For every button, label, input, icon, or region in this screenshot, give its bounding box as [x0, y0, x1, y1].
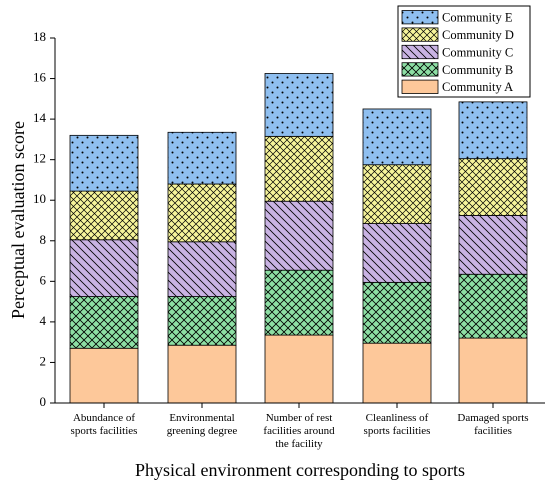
bar-segment	[167, 296, 237, 346]
legend: Community E Community D Community C Communi…	[397, 5, 531, 98]
legend-label: Community C	[442, 45, 513, 59]
legend-item: Community A	[401, 79, 513, 94]
bar-segment	[264, 200, 334, 271]
bar-segment	[69, 190, 139, 241]
x-tick-label: Abundance of sports facilities	[71, 412, 138, 437]
x-tick-label: Number of rest facilities around the facil…	[263, 412, 335, 450]
bar-segment	[362, 108, 432, 166]
y-tick-label: 4	[40, 313, 47, 328]
bar-segment	[167, 344, 237, 404]
legend-label: Community E	[442, 11, 513, 25]
bar-segment	[458, 337, 528, 404]
bar-segment	[69, 347, 139, 404]
legend-label: Community B	[442, 63, 513, 77]
bar-segment	[458, 101, 528, 160]
axes: 0 2 4 6 8 10 12 14 16 18 Abundance of sports facil…	[33, 29, 545, 450]
bar-segment	[362, 164, 432, 224]
bar-segment	[264, 73, 334, 137]
x-tick-label: Cleanliness of sports facilities	[364, 412, 431, 437]
bar-segment	[69, 134, 139, 192]
bar-segment	[264, 135, 334, 202]
y-tick-label: 0	[40, 394, 47, 409]
x-tick-label: Damaged sports facilities	[457, 412, 528, 437]
y-tick-label: 10	[33, 191, 46, 206]
bar-segment	[458, 158, 528, 216]
bar-segment	[458, 273, 528, 339]
bar-segment	[264, 269, 334, 336]
y-tick-label: 6	[40, 272, 47, 287]
y-tick-label: 14	[33, 110, 47, 125]
bar-segment	[69, 296, 139, 349]
legend-item: Community B	[401, 62, 513, 77]
y-tick-label: 16	[33, 70, 47, 85]
bar-segment	[69, 239, 139, 297]
bar-segment	[362, 223, 432, 283]
y-ticks: 0 2 4 6 8 10 12 14 16 18	[33, 29, 55, 409]
bar-segment	[167, 241, 237, 297]
legend-item: Community C	[401, 44, 513, 59]
bar-segment	[362, 281, 432, 344]
bar-segment	[362, 342, 432, 404]
legend-item: Community D	[401, 27, 514, 42]
x-ticks: Abundance of sports facilities Environment…	[71, 403, 529, 450]
bar-segment	[458, 215, 528, 275]
legend-item: Community E	[401, 10, 513, 25]
x-tick-label: Environmental greening degree	[167, 412, 238, 437]
bar-segment	[264, 334, 334, 404]
legend-label: Community D	[442, 28, 514, 42]
y-tick-label: 12	[33, 151, 46, 166]
plot-area	[69, 73, 528, 404]
y-tick-label: 8	[40, 232, 47, 247]
x-axis-title: Physical environment corresponding to sp…	[135, 460, 465, 480]
bar-segment	[167, 183, 237, 243]
y-tick-label: 2	[40, 353, 47, 368]
y-tick-label: 18	[33, 29, 46, 44]
bar-segment	[167, 131, 237, 185]
legend-label: Community A	[442, 80, 513, 94]
y-axis-title: Perceptual evaluation score	[8, 121, 28, 319]
